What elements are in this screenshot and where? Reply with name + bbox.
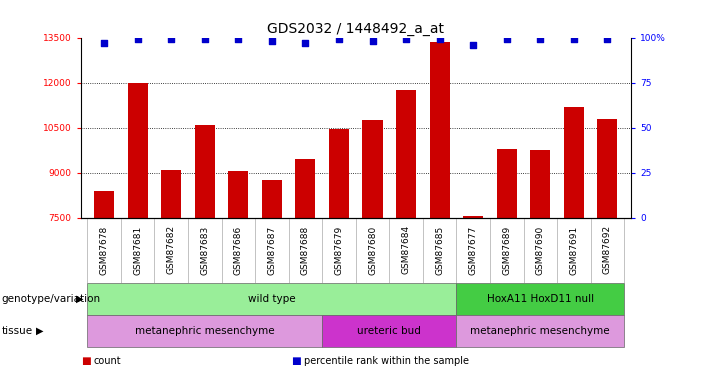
Text: HoxA11 HoxD11 null: HoxA11 HoxD11 null xyxy=(486,294,594,304)
Bar xyxy=(229,171,248,217)
Text: wild type: wild type xyxy=(248,294,296,304)
Bar xyxy=(195,124,215,217)
Bar xyxy=(456,315,624,347)
Text: GSM87684: GSM87684 xyxy=(402,225,411,274)
Text: GSM87678: GSM87678 xyxy=(100,225,109,274)
Text: GSM87688: GSM87688 xyxy=(301,225,310,274)
Bar xyxy=(128,82,148,218)
Point xyxy=(601,36,613,42)
Bar xyxy=(295,159,315,218)
Text: GSM87691: GSM87691 xyxy=(569,225,578,274)
Text: GSM87680: GSM87680 xyxy=(368,225,377,274)
Text: GSM87685: GSM87685 xyxy=(435,225,444,274)
Text: GSM87677: GSM87677 xyxy=(469,225,477,274)
Bar xyxy=(88,315,322,347)
Point xyxy=(501,36,512,42)
Bar xyxy=(94,190,114,217)
Point xyxy=(400,36,411,42)
Bar xyxy=(597,118,618,218)
Title: GDS2032 / 1448492_a_at: GDS2032 / 1448492_a_at xyxy=(267,22,444,36)
Point xyxy=(434,36,445,42)
Point xyxy=(535,36,546,42)
Text: GSM87692: GSM87692 xyxy=(603,225,612,274)
Bar xyxy=(329,129,349,218)
Point xyxy=(300,40,311,46)
Text: ■: ■ xyxy=(81,356,90,366)
Text: ▶: ▶ xyxy=(76,294,83,304)
Text: metanephric mesenchyme: metanephric mesenchyme xyxy=(135,326,275,336)
Bar xyxy=(564,106,584,218)
Point xyxy=(266,38,278,44)
Point xyxy=(367,38,378,44)
Point xyxy=(99,40,110,46)
Point xyxy=(468,42,479,48)
Text: GSM87689: GSM87689 xyxy=(502,225,511,274)
Text: ▶: ▶ xyxy=(36,326,44,336)
Point xyxy=(233,36,244,42)
Point xyxy=(165,36,177,42)
Text: ■: ■ xyxy=(291,356,301,366)
Text: GSM87682: GSM87682 xyxy=(167,225,176,274)
Bar xyxy=(456,283,624,315)
Text: GSM87687: GSM87687 xyxy=(267,225,276,274)
Bar xyxy=(161,170,182,217)
Text: genotype/variation: genotype/variation xyxy=(1,294,100,304)
Text: percentile rank within the sample: percentile rank within the sample xyxy=(304,356,468,366)
Point xyxy=(199,36,210,42)
Bar xyxy=(261,180,282,218)
Bar xyxy=(362,120,383,218)
Bar xyxy=(396,90,416,218)
Point xyxy=(334,36,345,42)
Bar xyxy=(430,42,450,218)
Point xyxy=(569,36,580,42)
Bar xyxy=(88,283,456,315)
Text: GSM87690: GSM87690 xyxy=(536,225,545,274)
Bar xyxy=(463,216,483,217)
Bar xyxy=(322,315,456,347)
Text: GSM87679: GSM87679 xyxy=(334,225,343,274)
Bar xyxy=(530,150,550,217)
Text: count: count xyxy=(93,356,121,366)
Text: GSM87686: GSM87686 xyxy=(234,225,243,274)
Text: tissue: tissue xyxy=(1,326,32,336)
Bar xyxy=(497,148,517,217)
Text: metanephric mesenchyme: metanephric mesenchyme xyxy=(470,326,610,336)
Text: GSM87681: GSM87681 xyxy=(133,225,142,274)
Text: ureteric bud: ureteric bud xyxy=(358,326,421,336)
Point xyxy=(132,36,143,42)
Text: GSM87683: GSM87683 xyxy=(200,225,210,274)
